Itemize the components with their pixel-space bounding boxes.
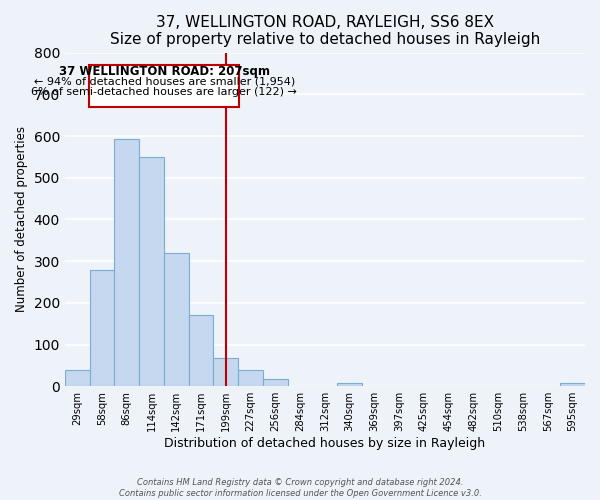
Bar	[65, 370, 89, 386]
Bar	[560, 383, 585, 386]
Bar	[139, 157, 164, 386]
Bar	[164, 253, 188, 386]
Bar	[188, 316, 214, 386]
Y-axis label: Number of detached properties: Number of detached properties	[15, 126, 28, 312]
Bar	[337, 383, 362, 386]
X-axis label: Distribution of detached houses by size in Rayleigh: Distribution of detached houses by size …	[164, 437, 485, 450]
FancyBboxPatch shape	[89, 65, 239, 107]
Bar	[214, 358, 238, 386]
Bar	[89, 270, 115, 386]
Bar	[263, 378, 288, 386]
Title: 37, WELLINGTON ROAD, RAYLEIGH, SS6 8EX
Size of property relative to detached hou: 37, WELLINGTON ROAD, RAYLEIGH, SS6 8EX S…	[110, 15, 540, 48]
Text: 6% of semi-detached houses are larger (122) →: 6% of semi-detached houses are larger (1…	[31, 87, 297, 97]
Text: 37 WELLINGTON ROAD: 207sqm: 37 WELLINGTON ROAD: 207sqm	[59, 65, 269, 78]
Text: ← 94% of detached houses are smaller (1,954): ← 94% of detached houses are smaller (1,…	[34, 77, 295, 87]
Bar	[238, 370, 263, 386]
Bar	[115, 139, 139, 386]
Text: Contains HM Land Registry data © Crown copyright and database right 2024.
Contai: Contains HM Land Registry data © Crown c…	[119, 478, 481, 498]
